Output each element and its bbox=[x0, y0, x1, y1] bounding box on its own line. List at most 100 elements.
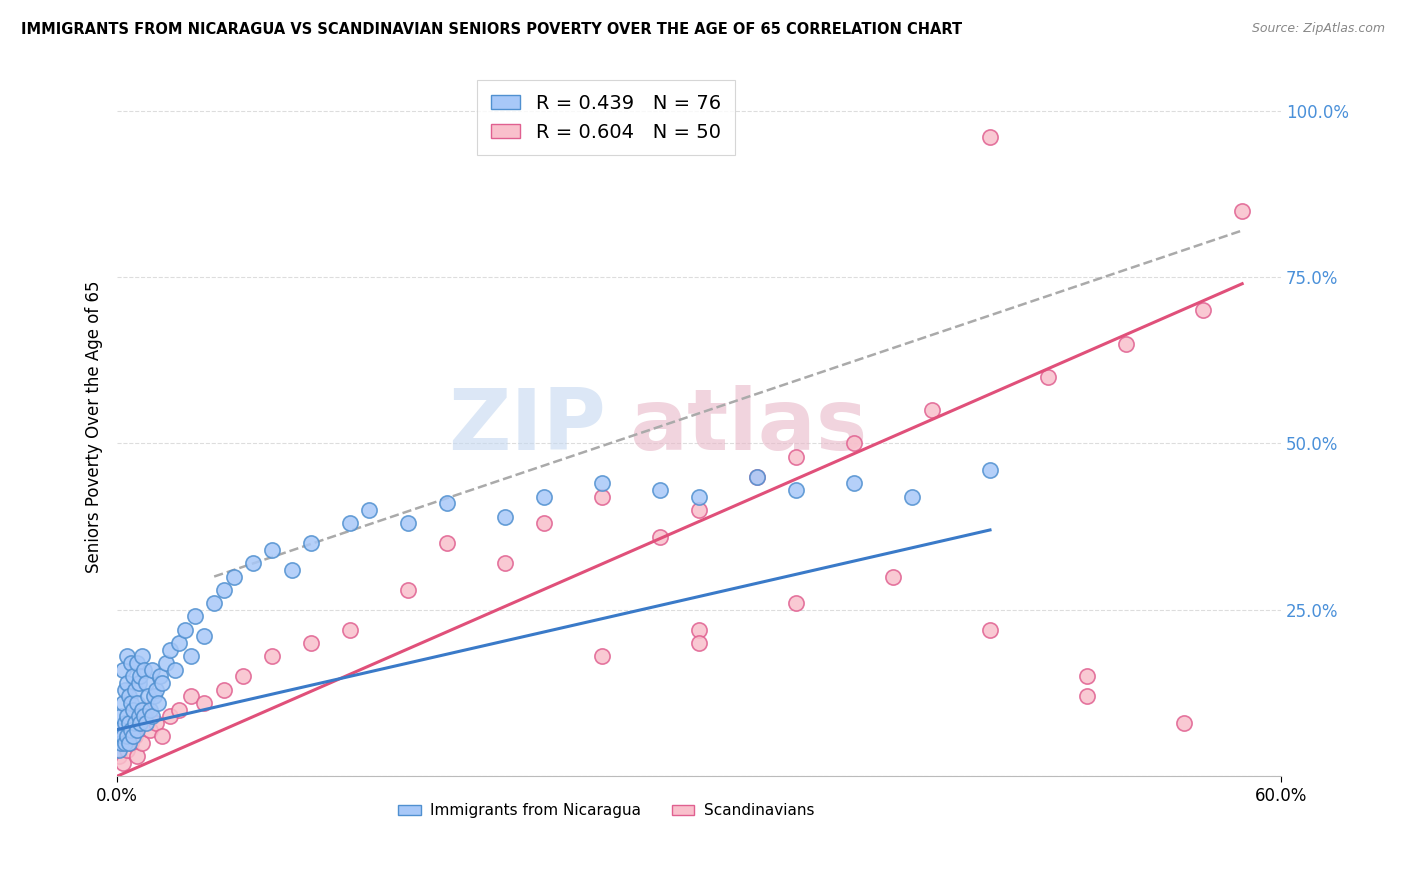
Point bbox=[591, 490, 613, 504]
Point bbox=[979, 463, 1001, 477]
Point bbox=[1192, 303, 1215, 318]
Point bbox=[396, 582, 419, 597]
Point bbox=[688, 636, 710, 650]
Point bbox=[141, 663, 163, 677]
Point bbox=[436, 536, 458, 550]
Point bbox=[650, 530, 672, 544]
Point bbox=[120, 696, 142, 710]
Point bbox=[299, 636, 322, 650]
Point bbox=[124, 715, 146, 730]
Point bbox=[222, 569, 245, 583]
Point bbox=[120, 656, 142, 670]
Text: atlas: atlas bbox=[630, 385, 868, 468]
Point bbox=[180, 690, 202, 704]
Point bbox=[339, 623, 361, 637]
Point bbox=[339, 516, 361, 531]
Point bbox=[747, 469, 769, 483]
Point bbox=[135, 715, 157, 730]
Point bbox=[844, 476, 866, 491]
Point bbox=[174, 623, 197, 637]
Point bbox=[242, 556, 264, 570]
Point bbox=[135, 703, 157, 717]
Point bbox=[1076, 690, 1098, 704]
Point bbox=[494, 556, 516, 570]
Point bbox=[901, 490, 924, 504]
Point bbox=[785, 450, 807, 464]
Point bbox=[110, 736, 132, 750]
Point bbox=[139, 703, 162, 717]
Point bbox=[114, 736, 136, 750]
Point bbox=[281, 563, 304, 577]
Point bbox=[131, 703, 153, 717]
Point bbox=[184, 609, 207, 624]
Point bbox=[979, 130, 1001, 145]
Point bbox=[299, 536, 322, 550]
Point bbox=[110, 729, 132, 743]
Point bbox=[688, 503, 710, 517]
Point bbox=[232, 669, 254, 683]
Point bbox=[114, 682, 136, 697]
Point bbox=[108, 723, 131, 737]
Point bbox=[111, 756, 134, 770]
Point bbox=[1230, 203, 1253, 218]
Point bbox=[118, 715, 141, 730]
Point bbox=[785, 483, 807, 497]
Point bbox=[115, 742, 138, 756]
Point bbox=[1076, 669, 1098, 683]
Point bbox=[118, 736, 141, 750]
Point bbox=[121, 729, 143, 743]
Point bbox=[1038, 370, 1060, 384]
Text: Source: ZipAtlas.com: Source: ZipAtlas.com bbox=[1251, 22, 1385, 36]
Legend: Immigrants from Nicaragua, Scandinavians: Immigrants from Nicaragua, Scandinavians bbox=[392, 797, 820, 824]
Point bbox=[118, 715, 141, 730]
Point bbox=[1173, 715, 1195, 730]
Point bbox=[125, 749, 148, 764]
Point bbox=[134, 663, 156, 677]
Point bbox=[650, 483, 672, 497]
Point bbox=[212, 682, 235, 697]
Point bbox=[124, 729, 146, 743]
Point bbox=[143, 690, 166, 704]
Point bbox=[146, 696, 169, 710]
Point bbox=[129, 669, 152, 683]
Point bbox=[120, 736, 142, 750]
Point bbox=[262, 649, 284, 664]
Point bbox=[533, 490, 555, 504]
Point bbox=[124, 682, 146, 697]
Point bbox=[111, 729, 134, 743]
Point bbox=[134, 709, 156, 723]
Point bbox=[159, 642, 181, 657]
Y-axis label: Seniors Poverty Over the Age of 65: Seniors Poverty Over the Age of 65 bbox=[86, 281, 103, 573]
Point bbox=[128, 715, 150, 730]
Point bbox=[494, 509, 516, 524]
Point bbox=[591, 476, 613, 491]
Point bbox=[141, 709, 163, 723]
Point bbox=[129, 715, 152, 730]
Point bbox=[136, 690, 159, 704]
Point bbox=[193, 696, 215, 710]
Text: IMMIGRANTS FROM NICARAGUA VS SCANDINAVIAN SENIORS POVERTY OVER THE AGE OF 65 COR: IMMIGRANTS FROM NICARAGUA VS SCANDINAVIA… bbox=[21, 22, 962, 37]
Point bbox=[115, 676, 138, 690]
Point bbox=[139, 723, 162, 737]
Point bbox=[921, 403, 943, 417]
Point bbox=[193, 629, 215, 643]
Point bbox=[1115, 336, 1137, 351]
Point bbox=[125, 656, 148, 670]
Point bbox=[436, 496, 458, 510]
Point bbox=[118, 690, 141, 704]
Point bbox=[150, 729, 173, 743]
Point bbox=[115, 709, 138, 723]
Point bbox=[111, 696, 134, 710]
Point bbox=[131, 649, 153, 664]
Point bbox=[125, 696, 148, 710]
Point bbox=[202, 596, 225, 610]
Point bbox=[167, 636, 190, 650]
Point bbox=[212, 582, 235, 597]
Point bbox=[262, 542, 284, 557]
Point bbox=[359, 503, 381, 517]
Point bbox=[145, 682, 167, 697]
Point bbox=[108, 749, 131, 764]
Point bbox=[688, 490, 710, 504]
Point bbox=[115, 649, 138, 664]
Point bbox=[128, 709, 150, 723]
